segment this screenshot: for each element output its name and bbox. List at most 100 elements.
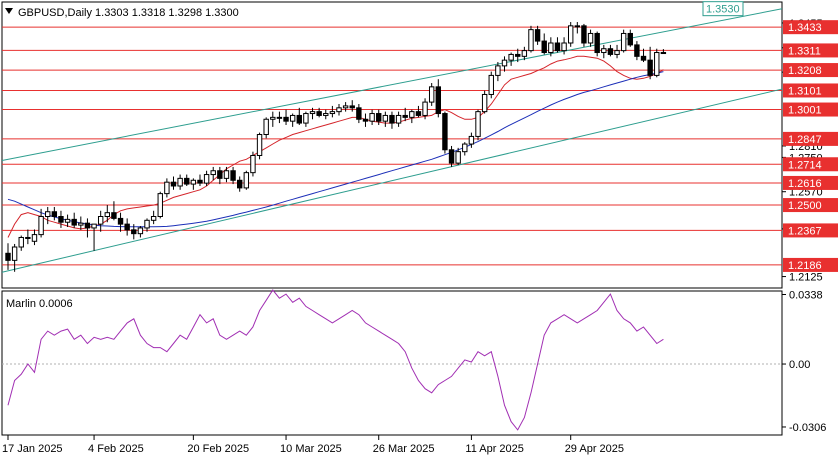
level-label-box xyxy=(783,175,838,190)
channel-lower-line xyxy=(1,88,783,273)
candle-bull xyxy=(382,114,389,122)
candle-bull xyxy=(568,25,574,44)
candle-bear xyxy=(640,55,647,61)
time-tick-label: 11 Apr 2025 xyxy=(465,443,524,455)
candle-bull xyxy=(276,116,283,119)
candle-bear xyxy=(634,44,640,57)
candle-bear xyxy=(111,212,117,219)
candle-bear xyxy=(349,105,355,109)
candle-bull xyxy=(177,177,183,187)
candle-bear xyxy=(402,114,408,118)
candle-bull xyxy=(614,50,620,55)
candle-bull xyxy=(190,179,197,185)
candle-bull xyxy=(488,74,494,95)
candle-bull xyxy=(468,135,475,145)
candle-bull xyxy=(38,216,44,236)
candle-bear xyxy=(647,59,653,76)
candle-bull xyxy=(409,111,415,118)
candle-bull xyxy=(137,227,144,235)
triangle-down-icon[interactable] xyxy=(5,8,13,14)
level-label-box xyxy=(783,198,838,213)
candle-bull xyxy=(31,234,38,242)
candle-bear xyxy=(376,113,382,122)
slow-ma-line xyxy=(7,71,664,228)
candle-bull xyxy=(323,113,329,116)
candle-bull xyxy=(501,59,508,67)
candle-bull xyxy=(475,111,481,137)
level-label: 1.2186 xyxy=(788,260,822,272)
candle-bull xyxy=(481,93,488,113)
osc-tick-label: -0.0306 xyxy=(789,422,826,434)
candle-bear xyxy=(581,25,587,44)
candle-bull xyxy=(654,52,660,76)
time-tick-label: 26 Mar 2025 xyxy=(373,443,435,455)
candle-bull xyxy=(263,118,269,136)
candle-bear xyxy=(627,32,633,46)
moving-averages xyxy=(7,55,664,238)
candle-bear xyxy=(515,53,521,57)
level-label: 1.3101 xyxy=(788,85,822,97)
candle-bull xyxy=(422,101,428,116)
candle-bull xyxy=(157,193,163,217)
level-label: 1.3311 xyxy=(788,45,821,57)
candle-bull xyxy=(25,236,31,239)
symbol-header: GBPUSD,Daily 1.3303 1.3318 1.3298 1.3300 xyxy=(5,7,239,19)
candlesticks xyxy=(5,22,667,272)
level-label: 1.3433 xyxy=(788,22,822,34)
candle-bull xyxy=(369,113,375,122)
candle-bear xyxy=(435,86,442,115)
level-label-box xyxy=(783,157,838,172)
price-tick-label: 1.2125 xyxy=(789,272,823,284)
candle-bull xyxy=(243,172,250,189)
candle-bull xyxy=(601,48,607,54)
candle-bull xyxy=(660,52,667,55)
candle-bear xyxy=(442,113,448,151)
candle-bull xyxy=(455,151,461,164)
candle-bear xyxy=(362,118,369,122)
candle-bull xyxy=(620,32,627,52)
candle-bull xyxy=(203,174,210,184)
candle-bull xyxy=(528,29,534,52)
level-label-box xyxy=(783,83,838,98)
candle-bear xyxy=(5,252,11,261)
fast-ma-line xyxy=(7,55,664,238)
candle-bear xyxy=(607,48,614,55)
candle-bull xyxy=(45,211,51,218)
level-label-box xyxy=(783,102,838,117)
candle-bull xyxy=(104,212,110,217)
level-labels: 1.3433 1.3311 1.3208 1.3101 1.3001 1.2847 1.27… xyxy=(783,20,838,272)
candle-bear xyxy=(415,111,422,116)
candle-bear xyxy=(197,179,203,184)
level-label: 1.2367 xyxy=(788,225,822,237)
time-tick-label: 20 Feb 2025 xyxy=(187,443,249,455)
time-tick-label: 29 Apr 2025 xyxy=(565,443,624,455)
candle-bull xyxy=(329,111,336,115)
time-tick-label: 10 Mar 2025 xyxy=(280,443,342,455)
candle-bull xyxy=(256,134,263,156)
price-panel-frame xyxy=(1,1,783,289)
candle-bear xyxy=(237,179,243,189)
level-label: 1.2616 xyxy=(788,178,822,190)
candle-bull xyxy=(210,170,216,176)
candle-bear xyxy=(316,111,322,116)
candle-bear xyxy=(230,170,236,181)
level-label-box xyxy=(783,43,838,58)
candle-bull xyxy=(78,222,84,226)
level-label: 1.2714 xyxy=(788,159,822,171)
channel-label: 1.3530 xyxy=(706,4,740,16)
candle-bull xyxy=(303,113,309,124)
candle-bull xyxy=(521,50,528,57)
candle-bull xyxy=(587,32,594,44)
candle-bull xyxy=(250,154,256,174)
candle-bull xyxy=(64,218,71,223)
level-label-box xyxy=(783,257,838,272)
candle-bull xyxy=(270,116,276,120)
candle-bull xyxy=(574,25,581,28)
candle-bear xyxy=(554,42,561,52)
candle-bear xyxy=(84,222,91,229)
level-label: 1.2847 xyxy=(788,134,822,146)
candle-bull xyxy=(97,216,104,225)
candle-bear xyxy=(131,229,137,235)
candle-bull xyxy=(428,86,435,103)
